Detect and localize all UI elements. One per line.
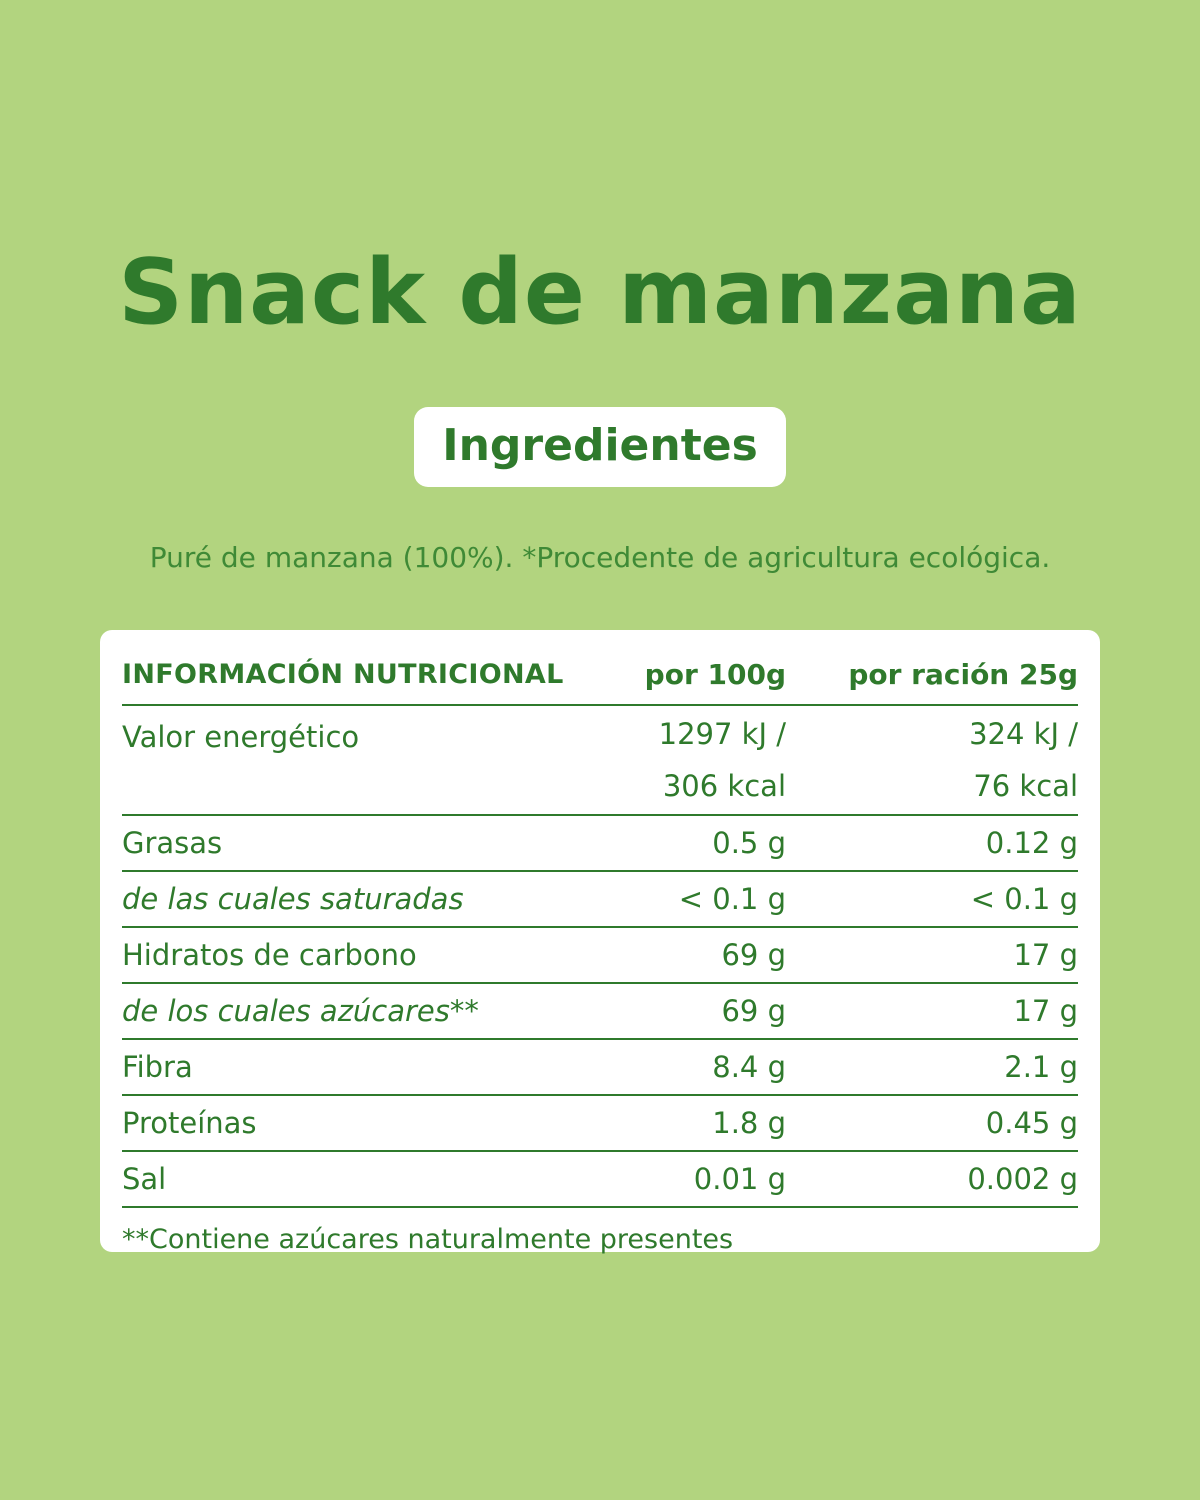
row-label: Proteínas <box>122 1106 257 1140</box>
energy-per-serving-kj: 324 kJ / <box>969 717 1078 751</box>
energy-per-100g: 1297 kJ / 306 kcal <box>602 706 786 814</box>
header-per-serving: por ración 25g <box>848 657 1078 691</box>
row-label: Fibra <box>122 1050 193 1084</box>
energy-per-serving: 324 kJ / 76 kcal <box>786 706 1078 814</box>
row-label: Grasas <box>122 826 223 860</box>
row-per-100g: 69 g <box>721 994 786 1028</box>
energy-label: Valor energético <box>122 720 360 754</box>
row-per-100g: 0.01 g <box>693 1162 786 1196</box>
row-per-serving: < 0.1 g <box>970 882 1078 916</box>
header-per-100g: por 100g <box>644 657 786 691</box>
row-per-100g: 1.8 g <box>712 1106 786 1140</box>
row-label: Sal <box>122 1162 167 1196</box>
row-label: de los cuales azúcares** <box>122 994 479 1028</box>
footnote: **Contiene azúcares naturalmente present… <box>122 1224 734 1255</box>
row-per-serving: 2.1 g <box>1004 1050 1078 1084</box>
row-per-serving: 17 g <box>1013 938 1078 972</box>
table-header-row: INFORMACIÓN NUTRICIONAL por 100g por rac… <box>122 644 1078 706</box>
energy-per-serving-kcal: 76 kcal <box>973 769 1078 803</box>
header-nutrition-info: INFORMACIÓN NUTRICIONAL <box>122 658 564 690</box>
row-per-serving: 0.12 g <box>985 826 1078 860</box>
table-row: de los cuales azúcares** 69 g 17 g <box>122 984 1078 1040</box>
table-row: Fibra 8.4 g 2.1 g <box>122 1040 1078 1096</box>
row-label: Hidratos de carbono <box>122 938 417 972</box>
page-title: Snack de manzana <box>118 240 1082 345</box>
table-row-energy: Valor energético 1297 kJ / 306 kcal 324 … <box>122 706 1078 816</box>
badge-container: Ingredientes <box>0 407 1200 487</box>
energy-per-100g-kcal: 306 kcal <box>662 769 786 803</box>
table-row: Proteínas 1.8 g 0.45 g <box>122 1096 1078 1152</box>
table-row: Grasas 0.5 g 0.12 g <box>122 816 1078 872</box>
nutrition-table: INFORMACIÓN NUTRICIONAL por 100g por rac… <box>100 630 1100 1255</box>
row-per-serving: 0.002 g <box>967 1162 1078 1196</box>
row-per-100g: 0.5 g <box>712 826 786 860</box>
row-per-serving: 17 g <box>1013 994 1078 1028</box>
table-row: Sal 0.01 g 0.002 g <box>122 1152 1078 1208</box>
row-per-serving: 0.45 g <box>985 1106 1078 1140</box>
ingredients-badge: Ingredientes <box>414 407 786 487</box>
row-per-100g: 69 g <box>721 938 786 972</box>
row-label: de las cuales saturadas <box>122 882 464 916</box>
row-per-100g: < 0.1 g <box>678 882 786 916</box>
table-row: Hidratos de carbono 69 g 17 g <box>122 928 1078 984</box>
table-row: de las cuales saturadas < 0.1 g < 0.1 g <box>122 872 1078 928</box>
ingredients-text: Puré de manzana (100%). *Procedente de a… <box>149 541 1051 574</box>
row-per-100g: 8.4 g <box>712 1050 786 1084</box>
energy-per-100g-kj: 1297 kJ / <box>658 717 786 751</box>
